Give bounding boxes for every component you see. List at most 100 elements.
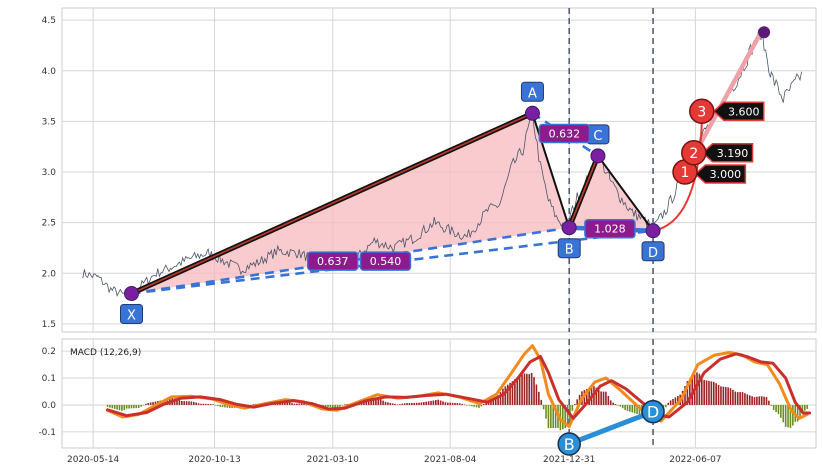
macd-hist-bar bbox=[732, 389, 734, 405]
macd-hist-bar bbox=[712, 381, 715, 405]
macd-hist-bar bbox=[391, 403, 394, 405]
macd-hist-bar bbox=[499, 392, 502, 405]
macd-hist-bar bbox=[192, 401, 195, 405]
x-tick-label: 2022-06-07 bbox=[669, 455, 721, 465]
macd-hist-bar bbox=[451, 402, 454, 405]
macd-hist-bar bbox=[698, 373, 701, 405]
macd-hist-bar bbox=[142, 404, 145, 406]
ratio-box bbox=[538, 123, 591, 144]
macd-hist-bar bbox=[509, 382, 511, 405]
macd-hist-bar bbox=[375, 398, 377, 405]
macd-hist-bar bbox=[689, 378, 691, 405]
macd-hist-bar bbox=[787, 404, 789, 428]
target-number-3: 3 bbox=[697, 104, 706, 120]
macd-hist-bar bbox=[741, 392, 744, 405]
macd-hist-bar bbox=[324, 404, 327, 408]
macd-hist-bar bbox=[772, 404, 775, 410]
macd-hist-bar bbox=[535, 384, 538, 405]
macd-hist-bar bbox=[480, 404, 483, 407]
macd-hist-bar bbox=[406, 403, 408, 405]
pattern-point-labels: X A B C D bbox=[119, 81, 665, 325]
macd-hist-bar bbox=[629, 404, 631, 412]
macd-hist-bar bbox=[435, 400, 437, 405]
macd-hist-bar bbox=[466, 404, 468, 406]
macd-hist-bar bbox=[252, 404, 255, 405]
macd-y-tick-label: 0.2 bbox=[42, 347, 56, 357]
macd-hist-bar bbox=[125, 404, 128, 409]
macd-hist-bar bbox=[518, 375, 521, 405]
macd-hist-bar bbox=[633, 404, 636, 414]
macd-vertical-lines bbox=[568, 339, 654, 448]
macd-hist-bar bbox=[562, 404, 564, 430]
macd-hist-bar bbox=[288, 402, 291, 405]
macd-hist-bar bbox=[734, 391, 737, 405]
price-y-tick-label: 2.5 bbox=[42, 219, 56, 229]
macd-hist-bar bbox=[720, 386, 722, 405]
macd-hist-bar bbox=[188, 401, 190, 405]
macd-y-tick-labels: -0.1 0.0 0.1 0.2 bbox=[38, 347, 56, 438]
macd-hist-bar bbox=[140, 404, 142, 407]
peak-marker bbox=[758, 26, 771, 39]
macd-hist-bar bbox=[482, 403, 485, 405]
target-value-2: 3.190 bbox=[717, 147, 749, 160]
macd-marker-d bbox=[641, 399, 665, 424]
pattern-label-a: A bbox=[528, 86, 537, 101]
macd-hist-bar bbox=[145, 403, 147, 405]
macd-hist-bar bbox=[573, 403, 576, 405]
macd-y-tick-label: -0.1 bbox=[38, 428, 56, 438]
macd-hist-bar bbox=[545, 404, 547, 419]
macd-hist-bar bbox=[415, 402, 418, 405]
macd-hist-bar bbox=[377, 398, 380, 405]
macd-hist-bar bbox=[624, 404, 626, 410]
pattern-point-markers bbox=[123, 26, 771, 302]
macd-hist-bar bbox=[554, 404, 557, 428]
macd-hist-bar bbox=[195, 402, 197, 405]
macd-hist-bar bbox=[715, 383, 717, 405]
macd-hist-bar bbox=[116, 404, 118, 410]
target-value-box-1 bbox=[694, 164, 747, 184]
macd-hist-bar bbox=[181, 400, 183, 405]
macd-hist-bar bbox=[200, 403, 202, 405]
macd-hist-bar bbox=[336, 404, 339, 408]
macd-hist-bar bbox=[190, 401, 193, 405]
macd-hist-bar bbox=[804, 404, 806, 411]
macd-hist-bar bbox=[109, 404, 111, 408]
macd-hist-bar bbox=[202, 403, 205, 405]
macd-hist-bar bbox=[588, 388, 590, 405]
macd-hist-bar bbox=[130, 404, 133, 409]
price-y-tick-labels: 1.5 2.0 2.5 3.0 3.5 4.0 4.5 bbox=[42, 16, 57, 330]
leg-ab bbox=[531, 112, 571, 229]
macd-hist-bar bbox=[667, 402, 670, 405]
macd-hist-bar bbox=[700, 376, 703, 405]
pattern-fill bbox=[131, 113, 654, 294]
macd-hist-bar bbox=[638, 404, 641, 415]
macd-hist-bar bbox=[209, 404, 212, 405]
macd-marker-label-b: B bbox=[564, 435, 575, 454]
macd-hist-bar bbox=[502, 388, 504, 405]
macd-hist-bar bbox=[566, 404, 569, 428]
pattern-marker-d bbox=[645, 223, 661, 239]
macd-hist-bar bbox=[367, 400, 370, 405]
macd-hist-bar bbox=[530, 372, 533, 405]
macd-hist-bar bbox=[564, 404, 566, 429]
macd-hist-bar bbox=[585, 389, 588, 405]
macd-hist-bar bbox=[327, 404, 329, 408]
pattern-marker-x bbox=[123, 286, 139, 302]
macd-hist-bar bbox=[341, 404, 344, 406]
macd-hist-bar bbox=[478, 404, 480, 408]
macd-hist-bar bbox=[413, 402, 416, 405]
macd-marker-b bbox=[557, 432, 581, 456]
macd-hist-bar bbox=[597, 389, 600, 405]
macd-hist-bar bbox=[760, 396, 763, 405]
macd-hist-bar bbox=[439, 400, 442, 405]
macd-hist-bar bbox=[717, 385, 720, 405]
macd-hist-bar bbox=[538, 391, 540, 405]
macd-hist-bar bbox=[418, 402, 420, 405]
macd-hist-bar bbox=[492, 398, 495, 405]
macd-hist-bar bbox=[370, 399, 372, 405]
macd-hist-bar bbox=[748, 395, 751, 405]
macd-hist-bar bbox=[775, 404, 777, 413]
macd-hist-bar bbox=[164, 399, 166, 405]
ratio-label: 1.028 bbox=[594, 223, 626, 236]
pattern-label-box-x bbox=[119, 304, 143, 325]
